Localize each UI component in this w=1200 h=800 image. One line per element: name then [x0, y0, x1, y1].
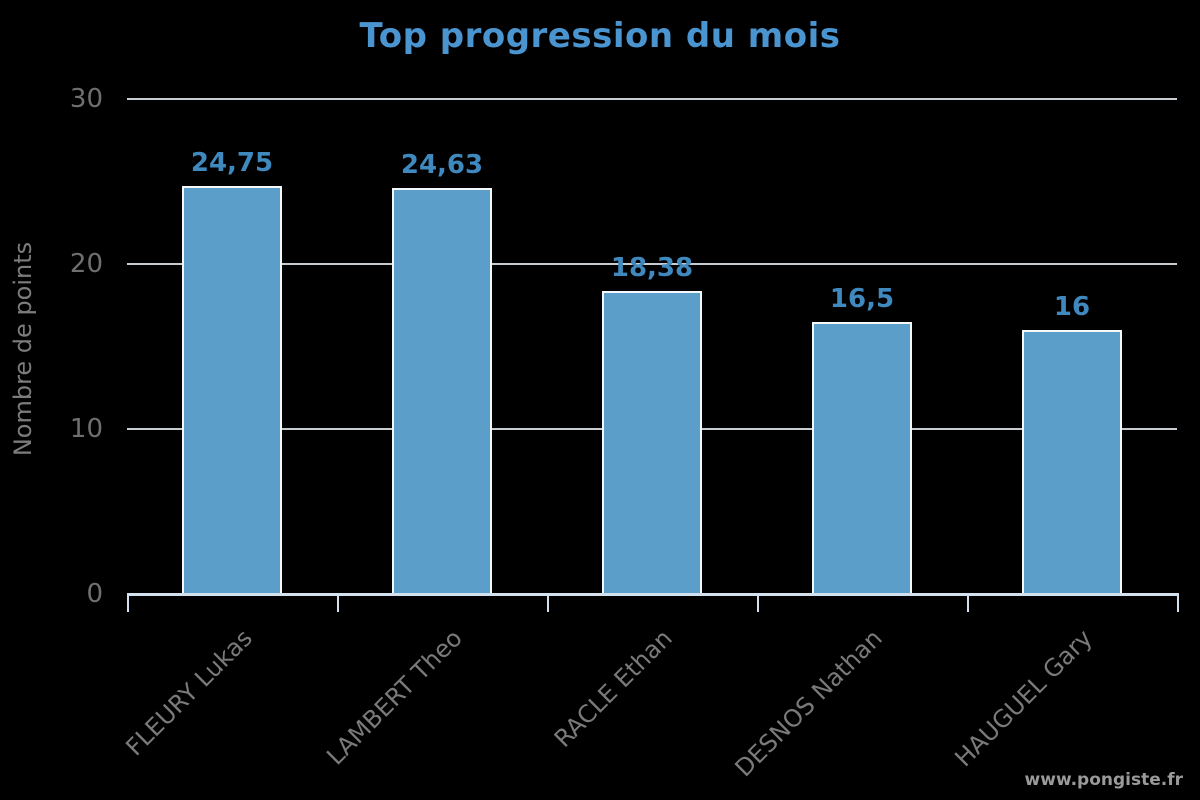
- x-cat-label-desnos-nathan: DESNOS Nathan: [729, 624, 888, 783]
- x-axis-tick-3: [757, 594, 759, 612]
- y-tick-label-0: 0: [86, 579, 103, 609]
- bar-desnos-nathan: [812, 321, 912, 594]
- gridline-30: [127, 98, 1177, 100]
- x-axis-tick-5: [1177, 594, 1179, 612]
- value-label-2: 18,38: [610, 252, 694, 283]
- y-tick-label-20: 20: [69, 249, 103, 279]
- x-axis-tick-1: [337, 594, 339, 612]
- bar-fleury-lukas: [182, 185, 282, 594]
- value-label-3: 16,5: [829, 283, 895, 314]
- x-cat-label-racle-ethan: RACLE Ethan: [548, 624, 678, 753]
- bar-hauguel-gary: [1022, 330, 1122, 594]
- x-axis-tick-4: [967, 594, 969, 612]
- value-label-0: 24,75: [190, 147, 274, 178]
- value-label-4: 16: [1053, 292, 1091, 322]
- x-cat-label-lambert-theo: LAMBERT Theo: [321, 624, 468, 771]
- x-axis-line: [127, 593, 1179, 596]
- chart-title: Top progression du mois: [359, 16, 841, 56]
- y-tick-label-10: 10: [69, 414, 103, 444]
- bar-racle-ethan: [602, 290, 702, 594]
- y-tick-label-30: 30: [69, 84, 103, 114]
- x-axis-tick-0: [127, 594, 129, 612]
- watermark-link[interactable]: www.pongiste.fr: [1024, 770, 1183, 790]
- bar-lambert-theo: [392, 187, 492, 594]
- x-axis-tick-2: [547, 594, 549, 612]
- gridline-20: [127, 263, 1177, 265]
- value-label-1: 24,63: [400, 149, 484, 180]
- x-cat-label-fleury-lukas: FLEURY Lukas: [120, 624, 258, 762]
